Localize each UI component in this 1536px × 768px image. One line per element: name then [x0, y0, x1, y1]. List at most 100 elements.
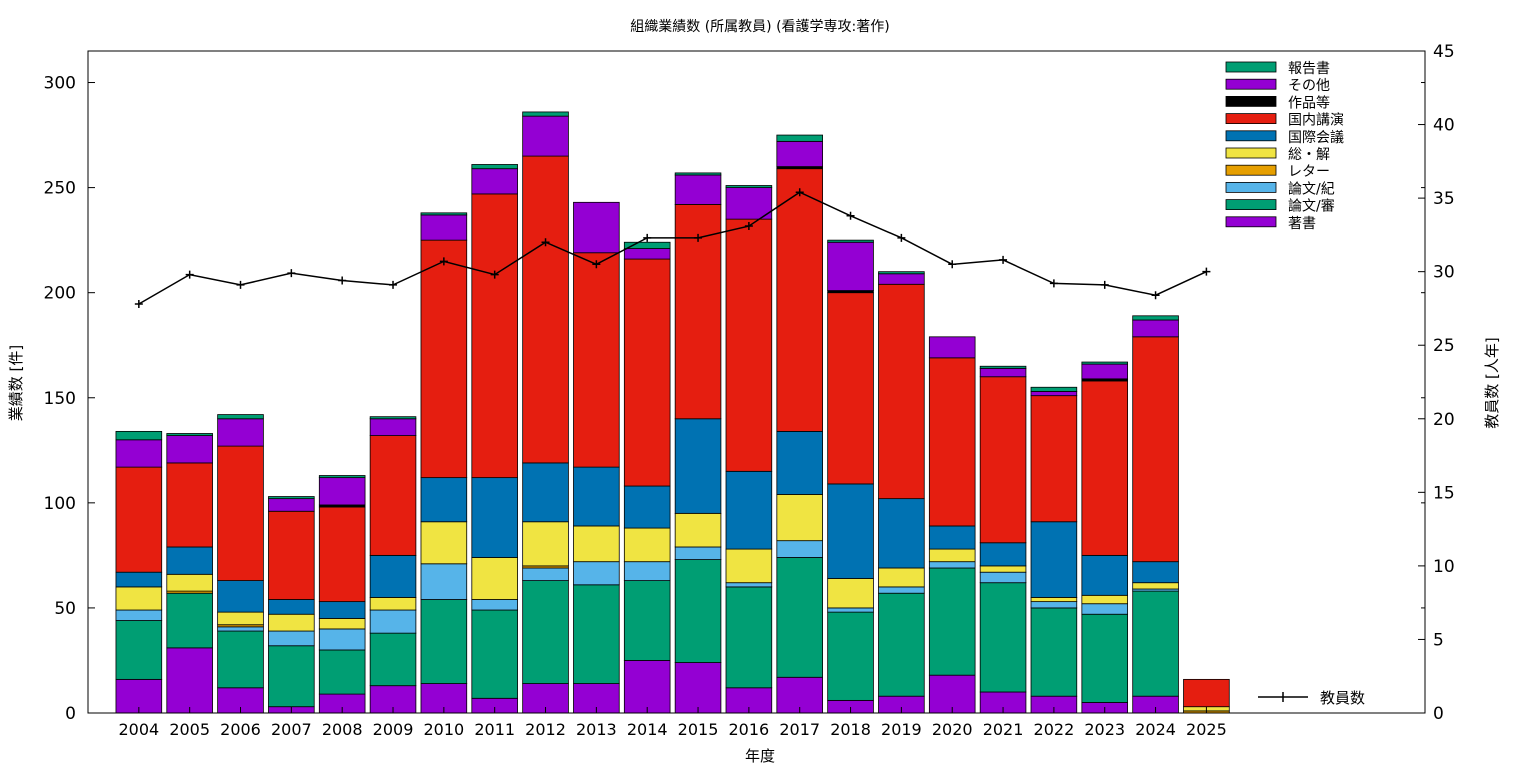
- bar-2018-2: [827, 607, 874, 613]
- bar-2015-4: [674, 512, 722, 548]
- legend-swatch: [1225, 164, 1277, 176]
- bar-2024-9: [1132, 315, 1179, 321]
- x-axis-label: 年度: [745, 747, 775, 765]
- faculty-point-2011: [490, 270, 499, 279]
- bar-2019-5: [878, 498, 925, 569]
- faculty-point-2020: [948, 260, 957, 269]
- bar-2010-1: [420, 599, 468, 684]
- legend-label: 作品等: [1288, 94, 1330, 111]
- bar-2021-6: [979, 376, 1027, 544]
- bar-2015-0: [674, 662, 722, 714]
- bar-2007-9: [268, 496, 315, 500]
- faculty-point-2010: [439, 257, 448, 266]
- bar-2023-6: [1081, 380, 1129, 556]
- bar-2023-9: [1081, 361, 1129, 365]
- legend-label: 論文/審: [1288, 199, 1335, 215]
- bar-2020-6: [928, 357, 976, 527]
- bar-2019-9: [878, 271, 925, 275]
- bar-2025-6: [1183, 678, 1230, 708]
- bar-2018-9: [827, 239, 874, 243]
- bar-2009-8: [369, 418, 417, 436]
- x-tick-label: 2019: [881, 720, 922, 739]
- x-tick-label: 2022: [1034, 720, 1075, 739]
- y-tick-label: 100: [44, 494, 76, 514]
- bar-2015-9: [674, 172, 722, 176]
- bar-2017-5: [776, 430, 823, 495]
- y2-tick-label: 35: [1433, 189, 1455, 209]
- y2-tick-label: 15: [1433, 483, 1455, 503]
- legend-swatch: [1225, 96, 1277, 107]
- bar-2016-5: [725, 470, 773, 550]
- x-tick-label: 2020: [932, 720, 973, 739]
- bar-2006-4: [217, 611, 264, 626]
- bar-2004-2: [115, 609, 163, 621]
- bar-2008-1: [318, 649, 366, 695]
- x-tick-label: 2016: [729, 720, 770, 739]
- y-tick-label: 250: [44, 179, 76, 199]
- bar-2011-4: [471, 557, 518, 600]
- bar-2012-0: [522, 683, 569, 714]
- line-legend-label: 教員数: [1320, 689, 1365, 707]
- bar-2010-6: [420, 239, 468, 479]
- faculty-point-2016: [744, 222, 753, 231]
- bar-2018-5: [827, 483, 874, 579]
- bar-2004-5: [115, 571, 163, 588]
- legend-label: 国際会議: [1288, 129, 1344, 146]
- bar-2020-5: [928, 525, 976, 550]
- bar-2014-6: [623, 258, 671, 487]
- x-tick-label: 2007: [271, 720, 312, 739]
- bar-2012-5: [522, 462, 569, 523]
- bar-2014-9: [623, 241, 671, 249]
- bar-2005-9: [166, 433, 213, 436]
- x-tick-label: 2004: [118, 720, 159, 739]
- faculty-point-2006: [236, 280, 245, 289]
- bar-2011-8: [471, 168, 518, 195]
- bar-2021-5: [979, 542, 1027, 567]
- legend-swatch: [1225, 147, 1277, 159]
- x-tick-label: 2025: [1186, 720, 1227, 739]
- plot-frame: [87, 50, 1426, 714]
- bar-2020-8: [928, 336, 976, 359]
- legend-swatch: [1225, 216, 1277, 228]
- bar-2008-9: [318, 475, 366, 479]
- bar-2008-2: [318, 628, 366, 651]
- bar-2007-1: [268, 645, 315, 708]
- bar-2021-2: [979, 571, 1027, 584]
- bar-2010-2: [420, 563, 468, 600]
- legend-label: 著書: [1288, 216, 1316, 232]
- bar-2008-5: [318, 601, 366, 619]
- x-tick-label: 2021: [983, 720, 1024, 739]
- legend-swatch: [1225, 61, 1277, 73]
- faculty-point-2004: [134, 300, 143, 309]
- legend-swatch: [1225, 113, 1277, 124]
- bar-2007-6: [268, 510, 315, 600]
- x-tick-label: 2008: [322, 720, 363, 739]
- bar-2023-2: [1081, 603, 1129, 615]
- bar-2006-6: [217, 445, 264, 582]
- x-tick-label: 2011: [474, 720, 515, 739]
- legend-swatch: [1225, 78, 1277, 90]
- bar-2019-4: [878, 567, 925, 588]
- bar-2015-2: [674, 546, 722, 560]
- bar-2014-1: [623, 580, 671, 661]
- legend-swatch: [1225, 181, 1277, 193]
- bar-2018-4: [827, 578, 874, 609]
- bar-2009-9: [369, 416, 417, 420]
- bar-2014-2: [623, 561, 671, 582]
- bar-2024-8: [1132, 319, 1179, 338]
- y2-tick-label: 10: [1433, 557, 1455, 577]
- bar-2022-8: [1030, 391, 1078, 397]
- bar-2004-9: [115, 430, 163, 441]
- legend-swatch: [1225, 130, 1277, 142]
- faculty-point-2017: [795, 188, 804, 197]
- bar-2008-8: [318, 477, 366, 506]
- bar-2011-2: [471, 599, 518, 611]
- x-tick-label: 2017: [779, 720, 820, 739]
- x-tick-label: 2015: [678, 720, 719, 739]
- bar-2022-2: [1030, 601, 1078, 609]
- bar-2005-5: [166, 546, 213, 575]
- y2-tick-label: 45: [1433, 42, 1455, 62]
- bar-2006-9: [217, 414, 264, 420]
- bar-2011-9: [471, 164, 518, 170]
- y2-tick-label: 0: [1433, 704, 1444, 724]
